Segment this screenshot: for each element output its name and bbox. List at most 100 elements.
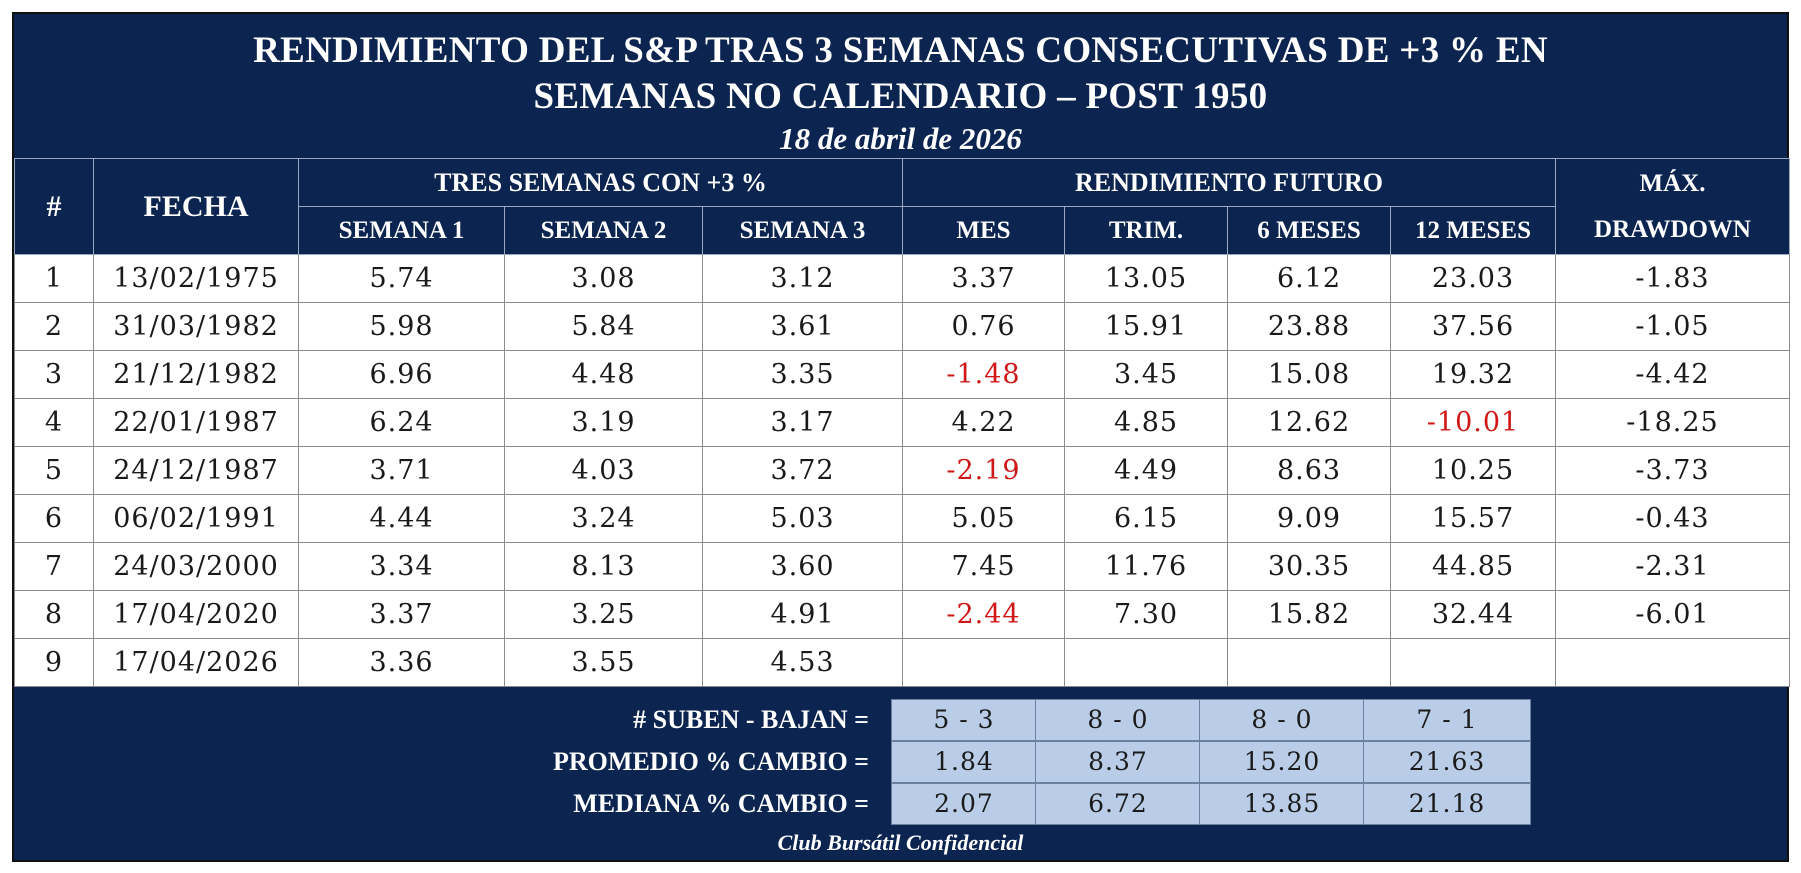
summary-cell: 8.37 xyxy=(1035,741,1201,783)
header-six-months: 6 MESES xyxy=(1227,206,1391,255)
summary-cell: 21.18 xyxy=(1363,783,1531,825)
table-cell: 23.03 xyxy=(1390,254,1556,303)
header-group-future: RENDIMIENTO FUTURO xyxy=(902,158,1556,207)
table-cell: 3.37 xyxy=(902,254,1065,303)
table-cell: 9.09 xyxy=(1227,494,1391,543)
table-cell xyxy=(1555,638,1790,687)
table-cell: 4.49 xyxy=(1064,446,1228,495)
summary-cell: 21.63 xyxy=(1363,741,1531,783)
table-cell: 2 xyxy=(14,302,94,351)
summary-cell: 2.07 xyxy=(891,783,1037,825)
table-cell: 3.61 xyxy=(702,302,903,351)
table-cell: 3.12 xyxy=(702,254,903,303)
table-cell: 06/02/1991 xyxy=(93,494,299,543)
summary-label: PROMEDIO % CAMBIO = xyxy=(553,747,869,776)
table-cell: 5.84 xyxy=(504,302,703,351)
summary-cell: 5 - 3 xyxy=(891,699,1037,741)
table-cell: 5.74 xyxy=(298,254,505,303)
summary-cell: 7 - 1 xyxy=(1363,699,1531,741)
table-cell: 17/04/2026 xyxy=(93,638,299,687)
table-cell: -2.31 xyxy=(1555,542,1790,591)
table-cell: 7 xyxy=(14,542,94,591)
table-cell: -1.48 xyxy=(902,350,1065,399)
table-cell: 7.45 xyxy=(902,542,1065,591)
table-cell: 13.05 xyxy=(1064,254,1228,303)
table-cell: 6.15 xyxy=(1064,494,1228,543)
table-cell: -6.01 xyxy=(1555,590,1790,639)
table-row: 1 13/02/1975 5.74 3.08 3.12 3.37 13.05 6.12 23.0… xyxy=(14,254,1790,303)
table-cell: 7.30 xyxy=(1064,590,1228,639)
title-line-2: SEMANAS NO CALENDARIO – POST 1950 xyxy=(533,76,1268,117)
header-twelve-months: 12 MESES xyxy=(1390,206,1556,255)
table-cell: 11.76 xyxy=(1064,542,1228,591)
table-cell: -18.25 xyxy=(1555,398,1790,447)
summary-label: MEDIANA % CAMBIO = xyxy=(573,789,869,818)
table-cell: 3.35 xyxy=(702,350,903,399)
header-max-drawdown: MÁX. DRAWDOWN xyxy=(1555,158,1790,255)
table-body: 1 13/02/1975 5.74 3.08 3.12 3.37 13.05 6.12 23.0… xyxy=(14,254,1790,687)
table-cell: 15.57 xyxy=(1390,494,1556,543)
table-cell: 6.96 xyxy=(298,350,505,399)
table-cell: 3.17 xyxy=(702,398,903,447)
summary-label: # SUBEN - BAJAN = xyxy=(633,705,869,734)
header-week3: SEMANA 3 xyxy=(702,206,903,255)
table-cell: 31/03/1982 xyxy=(93,302,299,351)
summary-cell: 8 - 0 xyxy=(1035,699,1201,741)
table-cell: 12.62 xyxy=(1227,398,1391,447)
table-cell: 5.98 xyxy=(298,302,505,351)
table-cell: -4.42 xyxy=(1555,350,1790,399)
table-cell: 0.76 xyxy=(902,302,1065,351)
header-week1: SEMANA 1 xyxy=(298,206,505,255)
table-cell: 4.03 xyxy=(504,446,703,495)
report-date: 18 de abril de 2026 xyxy=(779,121,1022,156)
table-cell: 4.85 xyxy=(1064,398,1228,447)
header-number: # xyxy=(14,158,94,255)
table-row: 9 17/04/2026 3.36 3.55 4.53 xyxy=(14,638,1790,687)
table-cell: 6.24 xyxy=(298,398,505,447)
table-cell: 9 xyxy=(14,638,94,687)
table-cell: 8.13 xyxy=(504,542,703,591)
table-cell: 3.19 xyxy=(504,398,703,447)
summary-cell: 15.20 xyxy=(1199,741,1365,783)
table-cell: 21/12/1982 xyxy=(93,350,299,399)
table-cell: -2.44 xyxy=(902,590,1065,639)
table-cell: -1.83 xyxy=(1555,254,1790,303)
table-cell: -2.19 xyxy=(902,446,1065,495)
table-cell: 30.35 xyxy=(1227,542,1391,591)
table-cell: 3 xyxy=(14,350,94,399)
table-cell: 44.85 xyxy=(1390,542,1556,591)
table-cell: 15.08 xyxy=(1227,350,1391,399)
table-cell: 3.24 xyxy=(504,494,703,543)
table-cell: 13/02/1975 xyxy=(93,254,299,303)
table-cell: 6 xyxy=(14,494,94,543)
table-row: 7 24/03/2000 3.34 8.13 3.60 7.45 11.76 30.35 44.… xyxy=(14,542,1790,591)
table-cell: 4.48 xyxy=(504,350,703,399)
title-line-1: RENDIMIENTO DEL S&P TRAS 3 SEMANAS CONSE… xyxy=(253,30,1548,71)
table-row: 4 22/01/1987 6.24 3.19 3.17 4.22 4.85 12.62 -10.… xyxy=(14,398,1790,447)
table-row: 5 24/12/1987 3.71 4.03 3.72 -2.19 4.49 8.63 10.2… xyxy=(14,446,1790,495)
table-cell: -1.05 xyxy=(1555,302,1790,351)
summary-cell: 13.85 xyxy=(1199,783,1365,825)
table-cell: 10.25 xyxy=(1390,446,1556,495)
summary-cell: 8 - 0 xyxy=(1199,699,1365,741)
table-cell: 22/01/1987 xyxy=(93,398,299,447)
table-row: 2 31/03/1982 5.98 5.84 3.61 0.76 15.91 23.88 37.… xyxy=(14,302,1790,351)
table-cell: 17/04/2020 xyxy=(93,590,299,639)
table-cell: 3.71 xyxy=(298,446,505,495)
table-cell xyxy=(1064,638,1228,687)
table-cell: 4 xyxy=(14,398,94,447)
table-frame: RENDIMIENTO DEL S&P TRAS 3 SEMANAS CONSE… xyxy=(12,12,1790,862)
header-max-line1: MÁX. xyxy=(1639,169,1706,197)
data-table: # FECHA TRES SEMANAS CON +3 % RENDIMIENT… xyxy=(14,158,1790,687)
table-cell: 4.22 xyxy=(902,398,1065,447)
table-cell: 15.82 xyxy=(1227,590,1391,639)
table-cell: 3.37 xyxy=(298,590,505,639)
table-cell: 32.44 xyxy=(1390,590,1556,639)
table-cell: -0.43 xyxy=(1555,494,1790,543)
header-quarter: TRIM. xyxy=(1064,206,1228,255)
table-cell: 19.32 xyxy=(1390,350,1556,399)
table-cell: 15.91 xyxy=(1064,302,1228,351)
summary-cell: 6.72 xyxy=(1035,783,1201,825)
table-cell: 3.25 xyxy=(504,590,703,639)
table-cell: -3.73 xyxy=(1555,446,1790,495)
